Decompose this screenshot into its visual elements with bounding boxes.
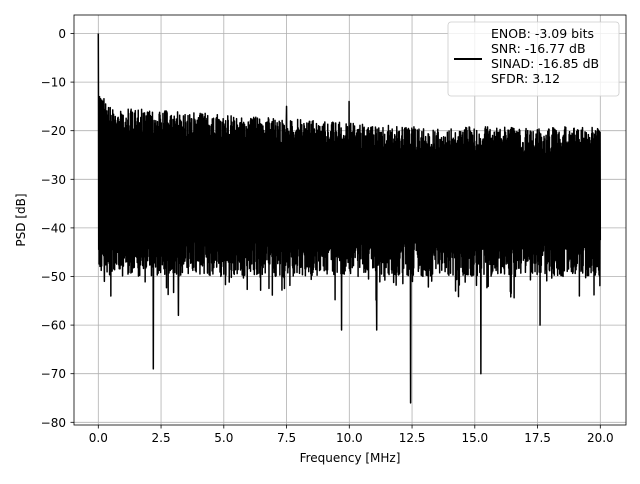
x-tick-label: 12.5 bbox=[399, 431, 426, 445]
x-tick-label: 17.5 bbox=[524, 431, 551, 445]
x-tick-label: 10.0 bbox=[336, 431, 363, 445]
y-tick-label: −70 bbox=[41, 367, 66, 381]
legend-enob: ENOB: -3.09 bits bbox=[491, 26, 594, 41]
legend-sinad: SINAD: -16.85 dB bbox=[491, 56, 599, 71]
y-axis-label: PSD [dB] bbox=[14, 193, 28, 246]
x-tick-label: 5.0 bbox=[214, 431, 233, 445]
x-tick-label: 15.0 bbox=[461, 431, 488, 445]
y-tick-label: −80 bbox=[41, 416, 66, 430]
y-tick-label: −30 bbox=[41, 173, 66, 187]
legend-box bbox=[447, 21, 620, 97]
psd-trace bbox=[97, 33, 602, 404]
legend: ENOB: -3.09 bits SNR: -16.77 dB SINAD: -… bbox=[447, 21, 620, 97]
x-tick-label: 0.0 bbox=[89, 431, 108, 445]
x-axis-label: Frequency [MHz] bbox=[300, 451, 401, 465]
x-tick-label: 7.5 bbox=[277, 431, 296, 445]
y-tick-label: 0 bbox=[58, 27, 66, 41]
y-tick-label: −60 bbox=[41, 319, 66, 333]
x-tick-label: 20.0 bbox=[587, 431, 614, 445]
axes-frame bbox=[73, 14, 627, 426]
y-tick-label: −10 bbox=[41, 76, 66, 90]
y-tick-label: −40 bbox=[41, 221, 66, 235]
x-tick-label: 2.5 bbox=[152, 431, 171, 445]
legend-sfdr: SFDR: 3.12 bbox=[491, 71, 560, 86]
y-tick-label: −50 bbox=[41, 270, 66, 284]
y-tick-label: −20 bbox=[41, 124, 66, 138]
legend-snr: SNR: -16.77 dB bbox=[491, 41, 586, 56]
ticks: 0.0 2.5 5.0 7.5 10.0 12.5 15.0 17.5 20.0 0 −10 −20 −… bbox=[41, 27, 614, 445]
